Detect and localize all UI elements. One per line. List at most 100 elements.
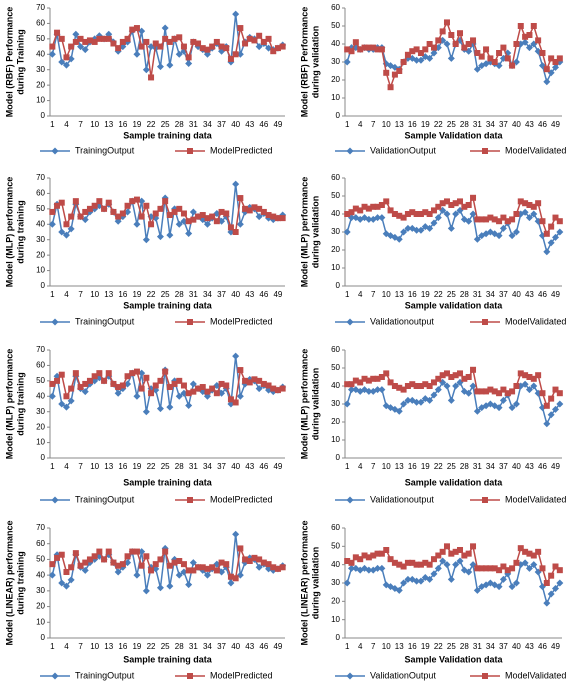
square-marker [274, 387, 281, 394]
x-tick-label: 37 [499, 642, 508, 651]
square-marker [396, 68, 403, 74]
x-tick-label: 43 [245, 120, 254, 129]
x-tick-label: 40 [231, 642, 240, 651]
square-marker [500, 563, 507, 570]
x-tick-label: 25 [447, 120, 456, 129]
square-marker [352, 39, 359, 46]
x-tick-label: 37 [499, 120, 508, 129]
y-tick-label: 70 [36, 3, 45, 12]
square-marker [157, 205, 164, 212]
x-tick-label: 1 [345, 462, 350, 471]
square-marker [504, 218, 511, 225]
square-marker [383, 370, 390, 377]
x-tick-label: 13 [104, 462, 113, 471]
square-marker [470, 366, 477, 373]
diamond-marker [62, 231, 70, 239]
diamond-marker [48, 220, 56, 228]
square-marker [251, 37, 258, 44]
x-tick-label: 46 [538, 120, 547, 129]
x-tick-label: 13 [104, 642, 113, 651]
diamond-marker [142, 236, 150, 244]
square-marker [535, 548, 542, 555]
square-marker [352, 377, 359, 384]
x-axis-title: Sample training data [123, 654, 213, 664]
square-marker [105, 35, 112, 42]
diamond-marker [114, 568, 122, 576]
diamond-marker [495, 232, 503, 240]
square-marker [448, 374, 455, 380]
diamond-marker [434, 386, 442, 394]
diamond-marker [343, 579, 351, 587]
diamond-marker [452, 561, 460, 569]
x-tick-label: 46 [259, 290, 268, 299]
y-tick-label: 60 [36, 539, 45, 548]
diamond-marker [348, 386, 356, 394]
square-marker [49, 561, 56, 568]
square-marker [426, 211, 433, 217]
square-marker [176, 558, 183, 564]
square-marker [251, 554, 258, 561]
x-tick-label: 43 [525, 462, 534, 471]
x-tick-label: 7 [371, 290, 376, 299]
x-tick-label: 10 [382, 120, 391, 129]
diamond-marker [547, 239, 555, 247]
square-marker [522, 33, 529, 40]
x-tick-label: 43 [525, 290, 534, 299]
square-marker [391, 559, 398, 566]
square-marker [535, 372, 542, 379]
square-marker [530, 23, 537, 29]
x-tick-label: 1 [50, 290, 55, 299]
square-marker [63, 54, 70, 61]
square-marker [491, 388, 498, 395]
x-tick-label: 40 [512, 120, 521, 129]
x-tick-label: 34 [203, 120, 212, 129]
x-tick-label: 34 [203, 642, 212, 651]
square-marker [171, 35, 178, 42]
square-marker [72, 370, 79, 377]
square-marker [396, 561, 403, 568]
y-tick-label: 0 [41, 633, 46, 642]
square-marker [148, 221, 155, 228]
square-marker [365, 554, 372, 561]
square-marker [491, 565, 498, 572]
square-marker [49, 208, 56, 215]
x-tick-label: 4 [358, 120, 363, 129]
square-marker [223, 561, 230, 568]
square-marker [522, 200, 529, 207]
legend-label: TrainingOutput [75, 494, 135, 504]
x-tick-label: 28 [175, 120, 184, 129]
legend-marker [482, 148, 488, 154]
legend-marker [346, 318, 354, 326]
y-tick-label: 50 [331, 363, 340, 372]
square-marker [82, 380, 89, 387]
diamond-marker [551, 585, 559, 592]
square-marker [404, 51, 411, 58]
square-marker [344, 46, 351, 53]
square-marker [548, 55, 555, 62]
x-tick-label: 1 [50, 120, 55, 129]
square-marker [448, 202, 455, 208]
square-marker [133, 25, 140, 32]
x-tick-label: 49 [551, 642, 560, 651]
square-marker [96, 198, 103, 205]
diamond-marker [156, 233, 164, 241]
square-marker [204, 565, 211, 572]
x-tick-label: 7 [78, 290, 83, 299]
diamond-marker [525, 564, 533, 572]
diamond-marker [404, 396, 412, 404]
x-tick-label: 43 [245, 642, 254, 651]
square-marker [185, 390, 192, 397]
diamond-marker [343, 58, 351, 66]
x-tick-label: 31 [189, 120, 198, 129]
square-marker [443, 370, 450, 377]
square-marker [543, 230, 550, 237]
y-tick-label: 30 [331, 399, 340, 408]
square-marker [509, 388, 516, 395]
square-marker [461, 203, 468, 210]
diamond-marker [413, 226, 421, 234]
square-marker [430, 556, 437, 563]
diamond-marker [499, 575, 507, 583]
y-axis-title: Model (RBF) Performance [4, 7, 14, 118]
legend-marker [187, 673, 193, 679]
square-marker [270, 564, 277, 571]
